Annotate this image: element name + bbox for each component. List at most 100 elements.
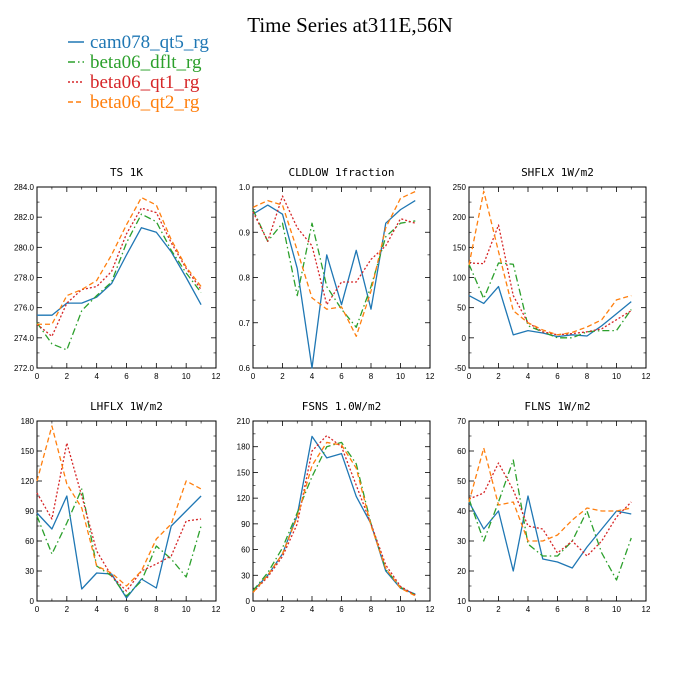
x-tick-label: 12: [426, 372, 435, 381]
series-line-beta06_qt2_rg: [252, 441, 416, 597]
x-tick-label: 0: [467, 605, 472, 614]
x-tick-label: 12: [426, 605, 435, 614]
x-tick-label: 0: [251, 372, 256, 381]
y-tick-label: 50: [457, 304, 466, 313]
y-tick-label: 70: [457, 417, 466, 426]
series-line-beta06_qt1_rg: [468, 462, 632, 557]
y-tick-label: 30: [457, 537, 466, 546]
series-line-beta06_qt2_rg: [36, 425, 202, 587]
series-line-cam078_qt5_rg: [252, 200, 416, 369]
x-tick-label: 4: [526, 605, 531, 614]
x-tick-label: 10: [612, 372, 621, 381]
chart-panel: TS 1K 0 2 4 6 8 10 12 272.0 274.0 276.0 278.0 280.0 2…: [14, 166, 221, 381]
series-line-beta06_dflt_rg: [252, 209, 416, 328]
x-tick-label: 2: [65, 372, 70, 381]
y-tick-label: 90: [241, 520, 250, 529]
x-tick-label: 4: [526, 372, 531, 381]
y-tick-label: 180: [237, 443, 251, 452]
x-tick-label: 6: [339, 372, 344, 381]
y-tick-label: 0: [30, 597, 35, 606]
y-tick-label: 180: [21, 417, 35, 426]
x-tick-label: 10: [612, 605, 621, 614]
series-line-beta06_qt2_rg: [252, 190, 416, 337]
y-tick-label: 30: [241, 571, 250, 580]
panel-title: CLDLOW 1fraction: [289, 166, 395, 179]
y-tick-label: 282.0: [14, 213, 35, 222]
x-tick-label: 0: [467, 372, 472, 381]
x-tick-label: 6: [124, 372, 129, 381]
x-tick-label: 2: [280, 372, 285, 381]
series-line-beta06_dflt_rg: [36, 213, 202, 351]
y-tick-label: 30: [25, 567, 34, 576]
series-line-beta06_dflt_rg: [36, 488, 202, 597]
x-tick-label: 8: [585, 372, 590, 381]
x-tick-label: 8: [154, 605, 159, 614]
y-tick-label: 278.0: [14, 274, 35, 283]
x-tick-label: 4: [310, 605, 315, 614]
series-line-beta06_qt1_rg: [36, 207, 202, 337]
y-tick-label: 90: [25, 507, 34, 516]
panels: TS 1K 0 2 4 6 8 10 12 272.0 274.0 276.0 278.0 280.0 2…: [14, 166, 651, 614]
x-tick-label: 12: [642, 372, 651, 381]
x-tick-label: 0: [35, 372, 40, 381]
y-tick-label: 0.8: [239, 274, 251, 283]
x-tick-label: 2: [496, 372, 501, 381]
x-tick-label: 4: [94, 605, 99, 614]
x-tick-label: 8: [369, 372, 374, 381]
series-line-cam078_qt5_rg: [37, 227, 202, 316]
y-tick-label: 120: [237, 494, 251, 503]
series-line-beta06_dflt_rg: [252, 441, 416, 596]
x-tick-label: 12: [642, 605, 651, 614]
x-tick-label: 6: [555, 372, 560, 381]
y-tick-label: 210: [237, 417, 251, 426]
series-line-cam078_qt5_rg: [468, 495, 632, 572]
y-tick-label: 50: [457, 477, 466, 486]
x-tick-label: 10: [182, 605, 191, 614]
y-tick-label: 100: [453, 274, 467, 283]
chart-panel: CLDLOW 1fraction 0 2 4 6 8 10 12 0.6 0.7 0.8 0.9 1.0: [239, 166, 435, 381]
y-tick-label: 274.0: [14, 334, 35, 343]
x-tick-label: 4: [310, 372, 315, 381]
series-line-beta06_dflt_rg: [468, 459, 632, 581]
y-tick-label: 1.0: [239, 183, 251, 192]
panel-title: FSNS 1.0W/m2: [302, 400, 381, 413]
x-tick-label: 0: [251, 605, 256, 614]
series-line-beta06_qt1_rg: [252, 195, 416, 306]
y-tick-label: 284.0: [14, 183, 35, 192]
x-tick-label: 2: [496, 605, 501, 614]
y-tick-label: 120: [21, 477, 35, 486]
legend-label: beta06_qt1_rg: [90, 72, 200, 93]
x-tick-label: 10: [396, 372, 405, 381]
series-line-beta06_qt2_rg: [468, 190, 632, 336]
x-tick-label: 8: [369, 605, 374, 614]
x-tick-label: 6: [339, 605, 344, 614]
x-tick-label: 0: [35, 605, 40, 614]
panel-title: LHFLX 1W/m2: [90, 400, 163, 413]
x-tick-label: 12: [212, 372, 221, 381]
y-tick-label: 0: [462, 334, 467, 343]
x-tick-label: 6: [124, 605, 129, 614]
y-tick-label: 272.0: [14, 364, 35, 373]
panel-title: SHFLX 1W/m2: [521, 166, 594, 179]
panel-title: TS 1K: [110, 166, 143, 179]
x-tick-label: 4: [94, 372, 99, 381]
legend-label: beta06_dflt_rg: [90, 52, 202, 73]
series-line-beta06_dflt_rg: [468, 262, 632, 339]
y-tick-label: 0.7: [239, 319, 251, 328]
y-tick-label: 20: [457, 567, 466, 576]
x-tick-label: 2: [65, 605, 70, 614]
y-tick-label: 40: [457, 507, 466, 516]
x-tick-label: 12: [212, 605, 221, 614]
x-tick-label: 8: [585, 605, 590, 614]
legend: cam078_qt5_rgbeta06_dflt_rgbeta06_qt1_rg…: [68, 32, 209, 113]
y-tick-label: 276.0: [14, 304, 35, 313]
y-tick-label: -50: [454, 364, 466, 373]
y-tick-label: 10: [457, 597, 466, 606]
legend-label: cam078_qt5_rg: [90, 32, 209, 53]
y-tick-label: 250: [453, 183, 467, 192]
chart-panel: FLNS 1W/m2 0 2 4 6 8 10 12 10 20 30 40 50 60 70: [457, 400, 651, 614]
